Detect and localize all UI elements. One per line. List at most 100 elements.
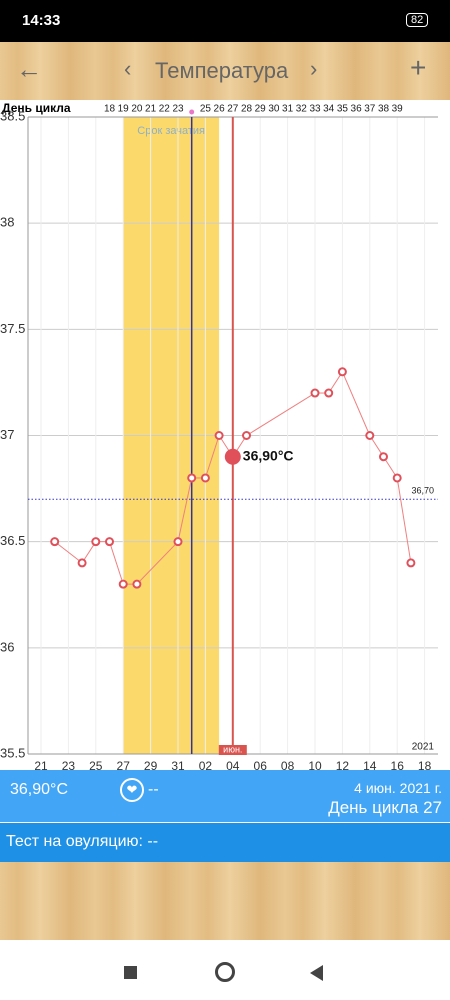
x-tick-label: 08 [281, 759, 295, 770]
x-tick-label: 06 [254, 759, 268, 770]
cycle-day: 27 [227, 104, 239, 115]
y-tick-label: 35.5 [0, 745, 25, 760]
cycle-day: 25 [200, 104, 212, 115]
point [118, 579, 128, 589]
cycle-day: 36 [351, 104, 363, 115]
x-tick-label: 14 [363, 759, 377, 770]
point [365, 431, 375, 440]
temp-segment [177, 477, 193, 542]
y-tick-label: 37.5 [0, 321, 25, 336]
cycle-day: 34 [323, 104, 335, 115]
point [132, 579, 142, 589]
y-tick-label: 38.5 [0, 108, 25, 123]
point [200, 473, 210, 483]
cycle-day: 37 [364, 104, 376, 115]
back-button[interactable]: ← [16, 54, 42, 84]
year-label: 2021 [412, 742, 435, 753]
prev-button[interactable]: ‹ [124, 56, 132, 81]
x-tick-label: 10 [308, 759, 322, 770]
point [214, 431, 224, 440]
point [50, 537, 60, 547]
selected-label: 36,90°C [243, 447, 294, 463]
info-panel: 36,90°C ❤ -- 4 июн. 2021 г. День цикла 2… [0, 770, 450, 822]
x-tick-label: 16 [391, 759, 405, 770]
temperature: 36,90°C [10, 781, 68, 798]
point [392, 473, 402, 483]
title: Температура [155, 58, 289, 83]
cycle-day: 29 [255, 104, 267, 115]
battery: 82 [406, 13, 429, 27]
point [379, 452, 388, 462]
cycle-day: 23 [172, 104, 184, 115]
cycle-day: 33 [309, 104, 321, 115]
status-bar: 14:33 82 [0, 0, 450, 42]
cycle-day: 28 [241, 104, 253, 115]
point [105, 537, 114, 547]
cover-line-label: 36,70 [411, 486, 434, 496]
temp-segment [136, 541, 179, 585]
cycle-day: 21 [145, 104, 157, 115]
nav-recent[interactable] [124, 966, 137, 979]
y-tick-label: 37 [0, 427, 14, 442]
month-tag [218, 745, 247, 755]
next-button[interactable]: › [310, 56, 318, 81]
cycle-day: 30 [268, 104, 280, 115]
add-button[interactable]: + [410, 52, 427, 83]
point [406, 558, 416, 568]
cycle-day: 32 [296, 104, 308, 115]
temp-segment [109, 541, 124, 585]
nav-home[interactable] [215, 962, 235, 982]
ovulation-dot [189, 109, 195, 115]
temp-segment [341, 371, 371, 436]
x-tick-label: 02 [199, 759, 213, 770]
point [173, 537, 183, 547]
temp-segment [204, 435, 220, 479]
x-tick-label: 27 [117, 759, 131, 770]
test-panel[interactable]: Тест на овуляцию: -- [0, 823, 450, 862]
fertile-window-label: Срок зачатия [137, 125, 205, 137]
temp-segment [246, 392, 316, 436]
month-label: июн. [223, 744, 242, 754]
x-tick-label: 18 [418, 759, 432, 770]
selected-point [224, 448, 241, 465]
chart: День цикла Срок зачатия 35.5 36 36.5 37 37.5 3… [0, 100, 450, 770]
point [187, 473, 197, 483]
test-label: Тест на овуляцию: -- [6, 833, 159, 850]
cycle-day: 19 [118, 104, 130, 115]
cycle-day: 18 [104, 104, 116, 115]
point [337, 367, 347, 377]
point [77, 558, 87, 568]
x-tick-label: 25 [89, 759, 103, 770]
x-tick-label: 04 [226, 759, 240, 770]
cycle-day-label: День цикла [2, 101, 71, 115]
x-tick-label: 31 [171, 759, 185, 770]
time: 14:33 [22, 12, 61, 29]
nav-bar [0, 940, 450, 1000]
y-tick-label: 36 [0, 639, 14, 654]
date: 4 июн. 2021 г. [354, 780, 442, 796]
point [310, 388, 320, 398]
point [91, 537, 101, 547]
y-tick-label: 36.5 [0, 533, 25, 548]
cycle-day: 20 [131, 104, 143, 115]
point [324, 388, 334, 398]
x-tick-label: 12 [336, 759, 350, 770]
footer-wood [0, 862, 450, 940]
cycle-day: 26 [214, 104, 226, 115]
heart-icon[interactable]: ❤ [120, 778, 144, 802]
x-tick-label: 29 [144, 759, 158, 770]
x-tick-label: 23 [62, 759, 76, 770]
cycle-day: 35 [337, 104, 349, 115]
cycle-day: День цикла 27 [328, 798, 442, 817]
nav-back[interactable] [310, 965, 323, 981]
cycle-day: 31 [282, 104, 294, 115]
temp-segment [54, 541, 83, 564]
cycle-day: 22 [159, 104, 171, 115]
header: ← ‹ Температура › + [0, 42, 450, 100]
cycle-day: 38 [378, 104, 390, 115]
heart-value: -- [148, 781, 159, 798]
temp-segment [396, 477, 412, 563]
x-tick-label: 21 [34, 759, 48, 770]
point [242, 431, 251, 440]
